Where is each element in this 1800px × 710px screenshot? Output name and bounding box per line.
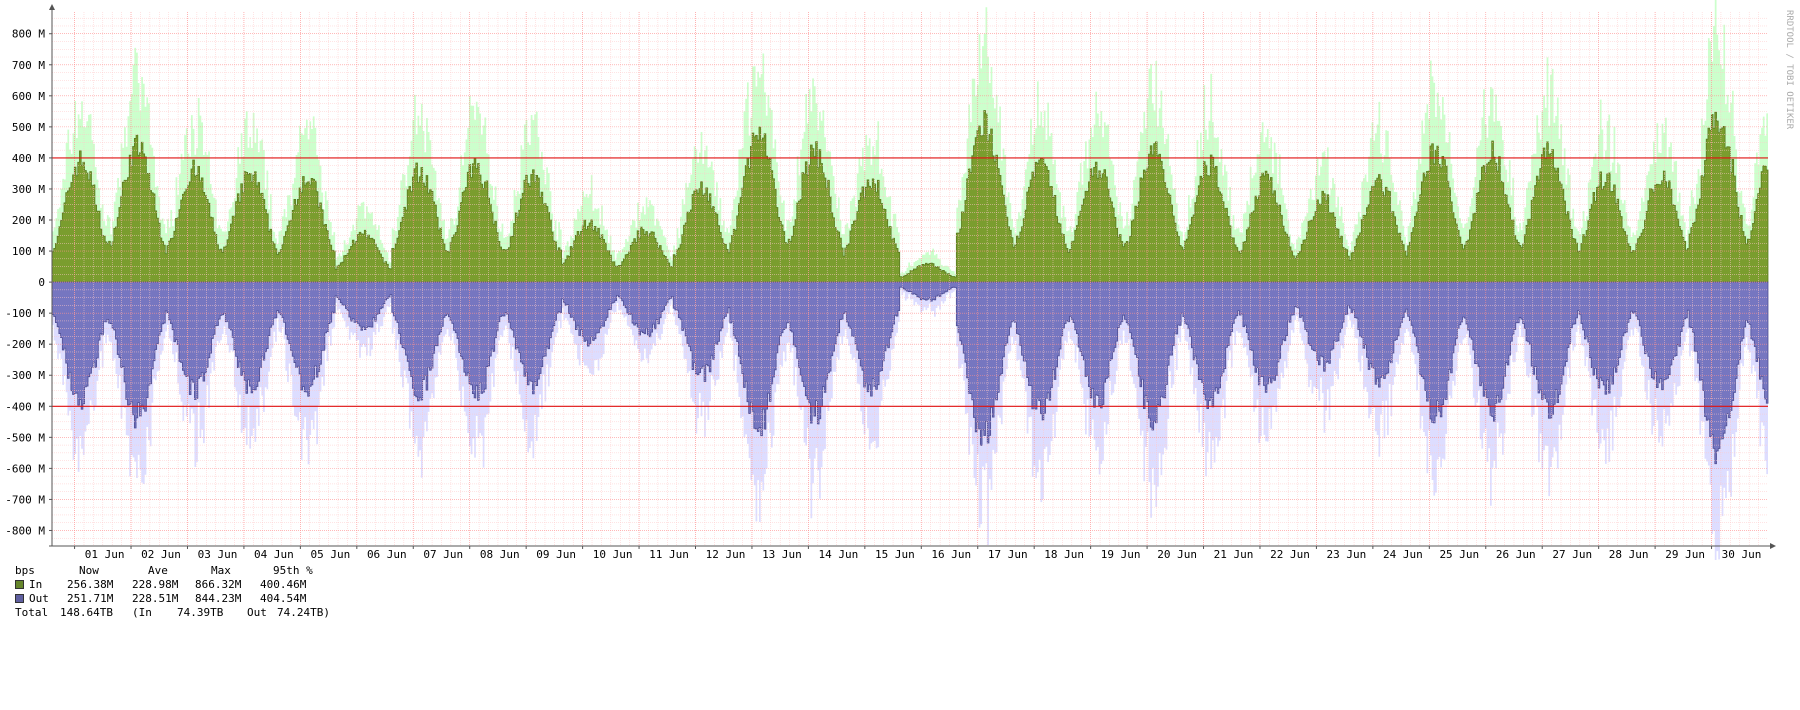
y-tick-label: 500 M (12, 121, 45, 134)
legend-header: bps Now Ave Max 95th % (15, 564, 313, 578)
rrdtool-watermark: RRDTOOL / TOBI OETIKER (1784, 10, 1794, 130)
legend-swatch-out (15, 594, 24, 603)
legend-col-ave: Ave (148, 564, 168, 577)
legend-col-max: Max (211, 564, 231, 577)
x-tick-label: 03 Jun (198, 548, 238, 560)
x-tick-label: 10 Jun (593, 548, 633, 560)
legend-max-out: 844.23M (195, 592, 242, 605)
y-tick-label: 600 M (12, 90, 45, 103)
x-tick-label: 07 Jun (423, 548, 463, 560)
x-tick-label: 11 Jun (649, 548, 689, 560)
x-tick-label: 06 Jun (367, 548, 407, 560)
traffic-chart: 800 M 700 M 600 M 500 M 400 M 300 M 200 M 100 M… (5, 0, 1776, 560)
legend-total-out-label: Out (247, 606, 267, 619)
x-tick-label: 04 Jun (254, 548, 294, 560)
x-tick-label: 22 Jun (1270, 548, 1310, 560)
y-tick-label: -800 M (5, 524, 45, 537)
legend: bps Now Ave Max 95th % In 256.38M 228.98… (15, 564, 330, 620)
y-tick-label: -700 M (5, 493, 45, 506)
y-tick-label: -100 M (5, 307, 45, 320)
y-axis-arrow (49, 4, 55, 10)
x-tick-label: 24 Jun (1383, 548, 1423, 560)
x-tick-label: 09 Jun (536, 548, 576, 560)
legend-total-in-value: 74.39TB (177, 606, 224, 619)
x-tick-label: 13 Jun (762, 548, 802, 560)
legend-max-in: 866.32M (195, 578, 242, 591)
x-tick-label: 05 Jun (310, 548, 350, 560)
legend-unit: bps (15, 564, 35, 577)
x-tick-label: 20 Jun (1157, 548, 1197, 560)
legend-name-in: In (29, 578, 43, 591)
x-tick-label: 21 Jun (1214, 548, 1254, 560)
legend-ave-out: 228.51M (132, 592, 179, 605)
x-tick-label: 30 Jun (1722, 548, 1762, 560)
legend-now-in: 256.38M (67, 578, 114, 591)
y-tick-label: 700 M (12, 59, 45, 72)
y-tick-label: 400 M (12, 152, 45, 165)
legend-p95-out: 404.54M (260, 592, 307, 605)
legend-total-value: 148.64TB (60, 606, 113, 619)
legend-row-out: Out 251.71M 228.51M 844.23M 404.54M (15, 592, 306, 606)
x-tick-label: 08 Jun (480, 548, 520, 560)
legend-total-label: Total (15, 606, 49, 619)
legend-ave-in: 228.98M (132, 578, 179, 591)
x-tick-label: 25 Jun (1439, 548, 1479, 560)
legend-total: Total 148.64TB (In 74.39TB Out 74.24TB) (15, 606, 330, 620)
y-tick-label: 0 (38, 276, 45, 289)
series-out-area (51, 281, 1769, 465)
x-tick-label: 28 Jun (1609, 548, 1649, 560)
x-tick-label: 15 Jun (875, 548, 915, 560)
x-tick-label: 14 Jun (819, 548, 859, 560)
legend-swatch-in (15, 580, 24, 589)
x-tick-label: 01 Jun (85, 548, 125, 560)
legend-total-out-value: 74.24TB) (277, 606, 330, 619)
legend-row-in: In 256.38M 228.98M 866.32M 400.46M (15, 578, 306, 592)
y-tick-label: -400 M (5, 400, 45, 413)
y-tick-label: -500 M (5, 431, 45, 444)
y-tick-label: 100 M (12, 245, 45, 258)
y-tick-label: -300 M (5, 369, 45, 382)
x-tick-label: 26 Jun (1496, 548, 1536, 560)
y-tick-label: -600 M (5, 462, 45, 475)
y-tick-label: 800 M (12, 28, 45, 41)
x-tick-label: 02 Jun (141, 548, 181, 560)
x-tick-label: 27 Jun (1552, 548, 1592, 560)
x-tick-label: 18 Jun (1044, 548, 1084, 560)
y-tick-label: 300 M (12, 183, 45, 196)
x-tick-label: 16 Jun (931, 548, 971, 560)
legend-name-out: Out (29, 592, 49, 605)
y-tick-label: 200 M (12, 214, 45, 227)
series-in-area (51, 110, 1769, 283)
legend-col-p95: 95th % (273, 564, 313, 577)
y-tick-label: -200 M (5, 338, 45, 351)
x-tick-label: 12 Jun (706, 548, 746, 560)
legend-now-out: 251.71M (67, 592, 114, 605)
x-axis-arrow (1770, 543, 1776, 549)
x-tick-label: 17 Jun (988, 548, 1028, 560)
legend-col-now: Now (79, 564, 99, 577)
x-tick-label: 23 Jun (1327, 548, 1367, 560)
x-tick-label: 19 Jun (1101, 548, 1141, 560)
legend-p95-in: 400.46M (260, 578, 307, 591)
legend-total-in-label: (In (132, 606, 152, 619)
x-tick-label: 29 Jun (1665, 548, 1705, 560)
